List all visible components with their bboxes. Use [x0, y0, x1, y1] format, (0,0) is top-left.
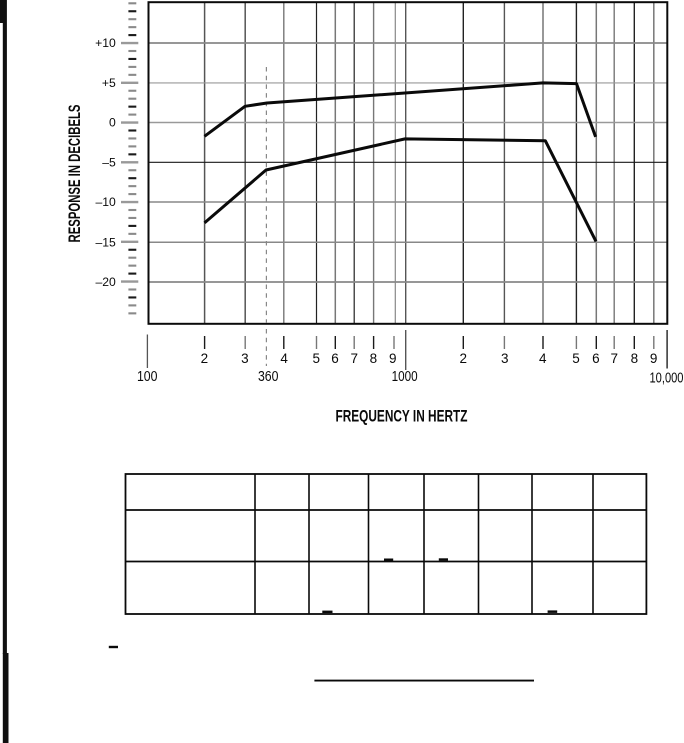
svg-text:100: 100 [137, 369, 158, 385]
svg-text:9: 9 [650, 351, 658, 366]
svg-text:RESPONSE IN DECIBELS: RESPONSE IN DECIBELS [66, 105, 84, 243]
svg-text:8: 8 [631, 351, 639, 366]
svg-text:2: 2 [201, 351, 209, 366]
svg-text:2: 2 [459, 351, 467, 366]
svg-text:4: 4 [539, 351, 547, 366]
svg-text:–15: –15 [95, 235, 116, 249]
svg-text:7: 7 [350, 351, 358, 366]
svg-text:3: 3 [501, 351, 509, 366]
svg-text:+5: +5 [102, 76, 116, 90]
svg-text:–10: –10 [95, 195, 116, 209]
svg-text:5: 5 [572, 351, 580, 366]
svg-text:–5: –5 [102, 155, 116, 169]
svg-text:7: 7 [610, 351, 618, 366]
svg-text:9: 9 [389, 351, 397, 366]
svg-text:4: 4 [280, 351, 288, 366]
svg-text:FREQUENCY IN HERTZ: FREQUENCY IN HERTZ [336, 408, 468, 426]
svg-text:6: 6 [592, 351, 600, 366]
svg-text:–20: –20 [95, 275, 116, 289]
svg-text:360: 360 [258, 369, 279, 385]
svg-text:6: 6 [331, 351, 339, 366]
svg-text:1000: 1000 [392, 369, 418, 385]
svg-text:10,000: 10,000 [650, 371, 684, 387]
svg-text:+10: +10 [95, 36, 116, 50]
svg-text:3: 3 [241, 351, 249, 366]
svg-text:8: 8 [370, 351, 378, 366]
svg-text:5: 5 [312, 351, 320, 366]
svg-text:0: 0 [109, 116, 116, 130]
